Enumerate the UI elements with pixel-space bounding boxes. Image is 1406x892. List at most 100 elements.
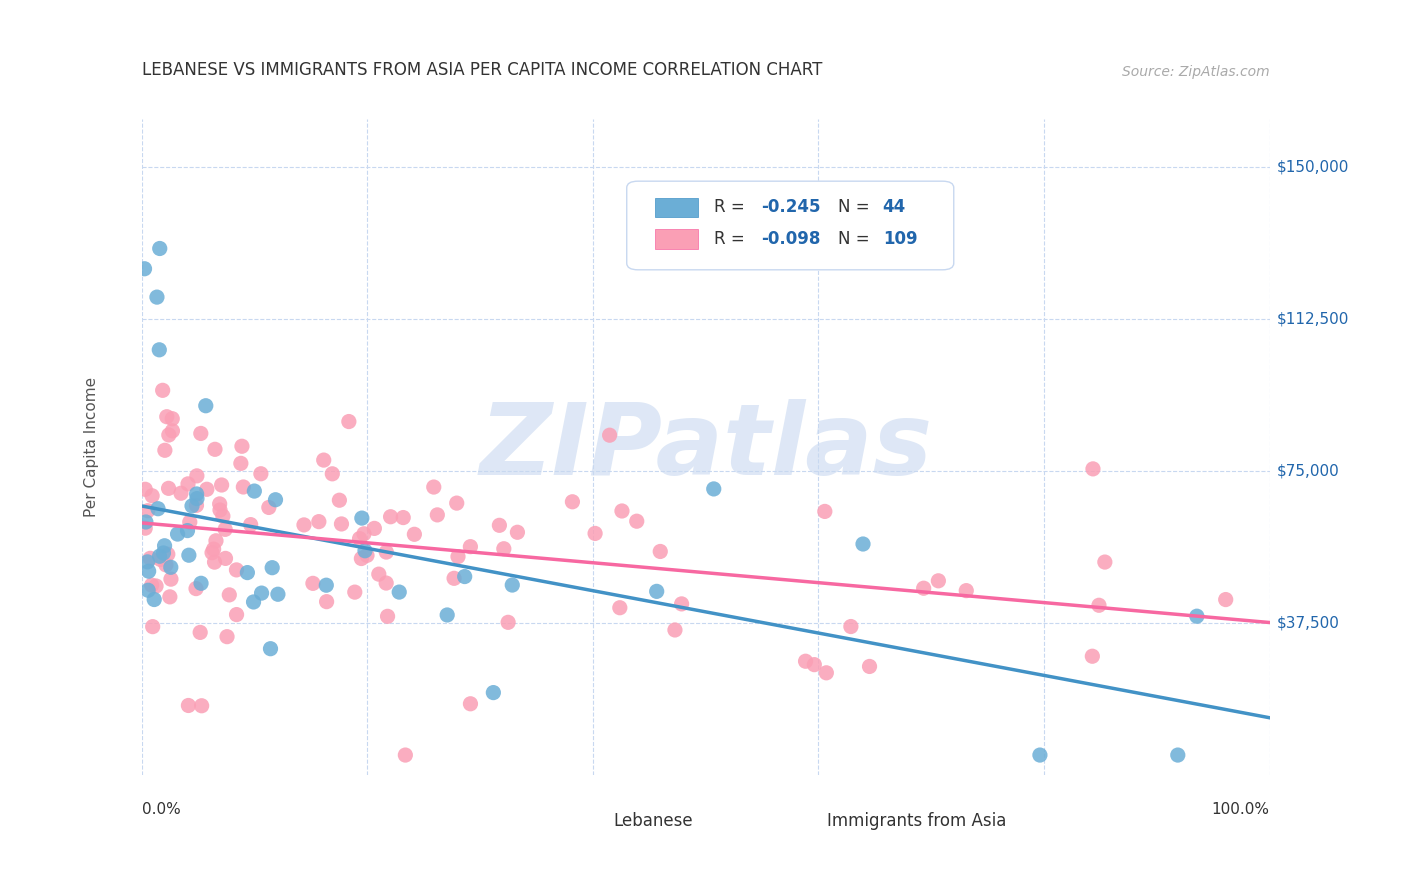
Text: $112,500: $112,500 bbox=[1277, 312, 1348, 326]
Point bbox=[488, 518, 510, 533]
Point bbox=[142, 620, 165, 634]
Point bbox=[626, 514, 648, 528]
Point bbox=[134, 483, 156, 497]
Bar bbox=[655, 229, 697, 249]
Text: 44: 44 bbox=[883, 198, 905, 217]
Point bbox=[136, 504, 159, 518]
Point bbox=[208, 497, 231, 511]
Point bbox=[204, 442, 226, 457]
Point bbox=[166, 527, 188, 541]
Text: N =: N = bbox=[838, 230, 875, 248]
Point bbox=[159, 590, 181, 604]
Point bbox=[149, 242, 172, 256]
Point bbox=[141, 489, 163, 503]
Text: LEBANESE VS IMMIGRANTS FROM ASIA PER CAPITA INCOME CORRELATION CHART: LEBANESE VS IMMIGRANTS FROM ASIA PER CAP… bbox=[142, 62, 823, 79]
Point bbox=[858, 659, 880, 673]
Point bbox=[212, 509, 235, 524]
Point bbox=[202, 542, 225, 557]
Point bbox=[794, 654, 817, 668]
Point bbox=[159, 560, 181, 574]
Point bbox=[146, 501, 169, 516]
Bar bbox=[655, 198, 697, 218]
Point bbox=[205, 533, 228, 548]
Point bbox=[215, 630, 238, 644]
Point bbox=[177, 548, 200, 562]
Point bbox=[1167, 747, 1189, 762]
Point bbox=[239, 517, 262, 532]
Point bbox=[148, 549, 170, 564]
Point bbox=[157, 428, 180, 442]
Point bbox=[138, 564, 160, 578]
Point bbox=[436, 607, 458, 622]
Point bbox=[356, 549, 378, 563]
Text: $150,000: $150,000 bbox=[1277, 160, 1348, 175]
Point bbox=[388, 585, 411, 599]
Text: Source: ZipAtlas.com: Source: ZipAtlas.com bbox=[1122, 65, 1270, 79]
Point bbox=[482, 685, 505, 699]
Point bbox=[308, 515, 330, 529]
Point bbox=[955, 583, 977, 598]
Point bbox=[157, 481, 180, 495]
Point bbox=[176, 524, 198, 538]
Point bbox=[292, 517, 315, 532]
Text: $75,000: $75,000 bbox=[1277, 464, 1339, 479]
Point bbox=[446, 496, 468, 510]
Point bbox=[912, 581, 935, 595]
Point bbox=[460, 540, 482, 554]
Point bbox=[349, 532, 371, 546]
Point bbox=[186, 491, 208, 506]
Point bbox=[149, 552, 172, 566]
Point bbox=[225, 607, 247, 622]
Point bbox=[190, 576, 212, 591]
Point bbox=[839, 619, 862, 633]
Point bbox=[664, 623, 686, 637]
Point bbox=[156, 409, 179, 424]
Text: R =: R = bbox=[714, 230, 749, 248]
Bar bbox=[785, 814, 815, 830]
Point bbox=[496, 615, 519, 630]
Point bbox=[815, 665, 838, 680]
Point bbox=[250, 586, 273, 600]
Point bbox=[392, 510, 415, 524]
Point bbox=[145, 579, 167, 593]
Point bbox=[201, 546, 224, 560]
Point bbox=[204, 555, 226, 569]
Point bbox=[136, 555, 159, 569]
Point bbox=[375, 576, 398, 591]
Point bbox=[134, 261, 156, 276]
Point bbox=[232, 480, 254, 494]
Point bbox=[375, 545, 398, 559]
Point bbox=[609, 600, 631, 615]
Point bbox=[394, 747, 416, 762]
Point bbox=[152, 546, 174, 560]
Point bbox=[195, 483, 218, 497]
Point bbox=[492, 541, 515, 556]
Point bbox=[170, 486, 193, 500]
Point bbox=[162, 411, 184, 425]
Point bbox=[146, 290, 169, 304]
Point bbox=[194, 399, 217, 413]
Point bbox=[186, 487, 208, 501]
Point bbox=[141, 578, 163, 592]
Point bbox=[242, 595, 264, 609]
Point bbox=[803, 657, 825, 672]
Point bbox=[218, 588, 240, 602]
Point bbox=[561, 495, 583, 509]
Point bbox=[186, 468, 208, 483]
Point bbox=[377, 609, 399, 624]
Point bbox=[153, 443, 176, 458]
Point bbox=[1088, 599, 1111, 613]
Point bbox=[181, 499, 204, 513]
Point bbox=[243, 484, 266, 499]
Text: R =: R = bbox=[714, 198, 749, 217]
Point bbox=[190, 426, 212, 441]
Point bbox=[264, 492, 287, 507]
Point bbox=[330, 516, 353, 531]
Point bbox=[671, 597, 693, 611]
Point bbox=[139, 551, 162, 566]
Point bbox=[179, 515, 201, 529]
Point bbox=[177, 476, 200, 491]
Point bbox=[208, 503, 231, 517]
Point bbox=[703, 482, 725, 496]
Text: $37,500: $37,500 bbox=[1277, 615, 1340, 631]
